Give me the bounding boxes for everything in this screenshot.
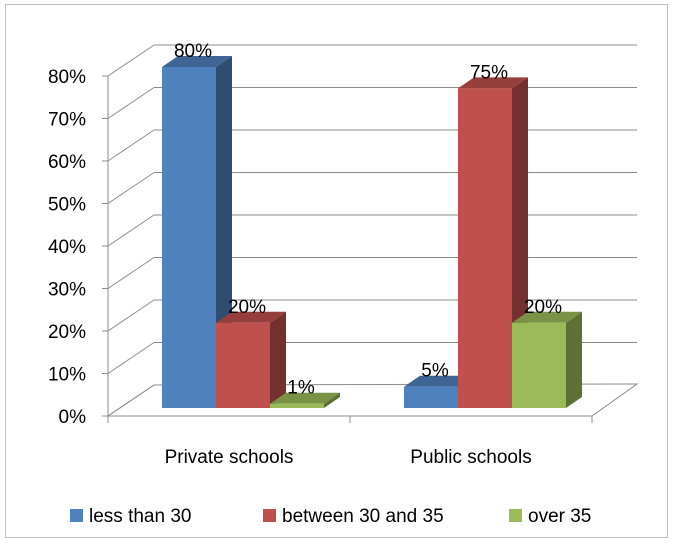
- bar: [162, 67, 216, 408]
- y-tick-label: 10%: [48, 365, 86, 386]
- chart-floor: [106, 383, 639, 417]
- category-label: Private schools: [165, 447, 294, 468]
- y-tick-label: 30%: [48, 280, 86, 301]
- side-wall-gridline: [107, 44, 155, 77]
- bar-top: [512, 311, 582, 323]
- bar-top: [404, 375, 474, 387]
- y-tick-label: 60%: [48, 152, 86, 173]
- legend-label: between 30 and 35: [282, 506, 444, 527]
- data-label: 5%: [421, 361, 449, 382]
- legend-swatch: [70, 509, 83, 522]
- y-tick-label: 80%: [48, 67, 86, 88]
- bar: [458, 88, 512, 408]
- data-label: 75%: [470, 62, 508, 83]
- side-wall-gridline: [107, 214, 155, 247]
- y-tick-label: 20%: [48, 322, 86, 343]
- bar-top: [162, 56, 232, 67]
- side-wall-gridline: [107, 299, 155, 332]
- legend-label: over 35: [528, 506, 591, 527]
- data-label: 1%: [287, 378, 315, 399]
- y-tick-label: 70%: [48, 110, 86, 131]
- data-label: 20%: [524, 297, 562, 318]
- y-tick-label: 0%: [59, 407, 87, 428]
- bar: [512, 322, 566, 408]
- bar-side: [324, 392, 340, 408]
- bar-top: [270, 392, 340, 404]
- y-tick-label: 50%: [48, 195, 86, 216]
- side-wall-gridline: [107, 342, 155, 374]
- legend-swatch: [263, 509, 276, 522]
- side-wall-gridline: [107, 129, 155, 162]
- data-label: 80%: [174, 41, 212, 62]
- bar-top: [458, 77, 528, 89]
- bar-side: [566, 311, 582, 408]
- bar: [216, 322, 270, 408]
- bar-side: [270, 311, 286, 408]
- side-wall-gridline: [107, 87, 155, 119]
- legend-label: less than 30: [89, 506, 191, 527]
- y-tick-label: 40%: [48, 237, 86, 258]
- chart-frame: [5, 4, 668, 538]
- legend-swatch: [509, 509, 522, 522]
- category-label: Public schools: [410, 447, 531, 468]
- side-wall-gridline: [107, 257, 155, 289]
- bar: [404, 386, 458, 408]
- data-label: 20%: [228, 297, 266, 318]
- side-wall-gridline: [107, 172, 155, 204]
- bar: [270, 403, 324, 408]
- bar-top: [216, 311, 286, 323]
